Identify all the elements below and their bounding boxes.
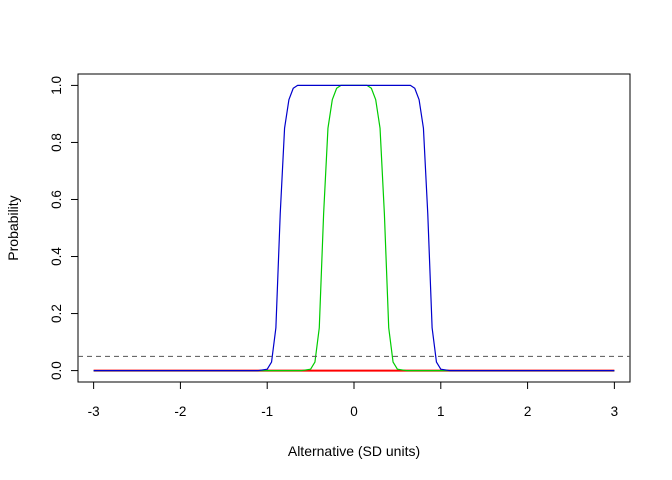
x-tick-label: 0 <box>350 404 358 419</box>
series-line-3 <box>93 84 615 372</box>
x-tick-label: -3 <box>88 404 100 419</box>
x-tick-label: 1 <box>437 404 445 419</box>
y-axis: 0.0 0.2 0.4 0.6 0.8 1.0 <box>49 76 79 380</box>
y-tick-label: 0.6 <box>49 190 64 209</box>
plot-frame <box>77 73 631 383</box>
y-axis-title: Probability <box>5 195 21 260</box>
y-tick-label: 0.4 <box>49 247 64 266</box>
series-line-2 <box>93 84 615 372</box>
x-tick-label: -2 <box>174 404 186 419</box>
series-layer <box>93 84 615 372</box>
y-tick-label: 1.0 <box>49 76 64 95</box>
x-tick-label: 3 <box>611 404 619 419</box>
y-tick-label: 0.2 <box>49 304 64 323</box>
x-tick-label: 2 <box>524 404 532 419</box>
x-tick-label: -1 <box>261 404 273 419</box>
x-axis: -3 -2 -1 0 1 2 3 <box>88 381 619 419</box>
y-tick-label: 0.0 <box>49 361 64 380</box>
y-tick-label: 0.8 <box>49 133 64 152</box>
x-axis-title: Alternative (SD units) <box>288 443 420 459</box>
